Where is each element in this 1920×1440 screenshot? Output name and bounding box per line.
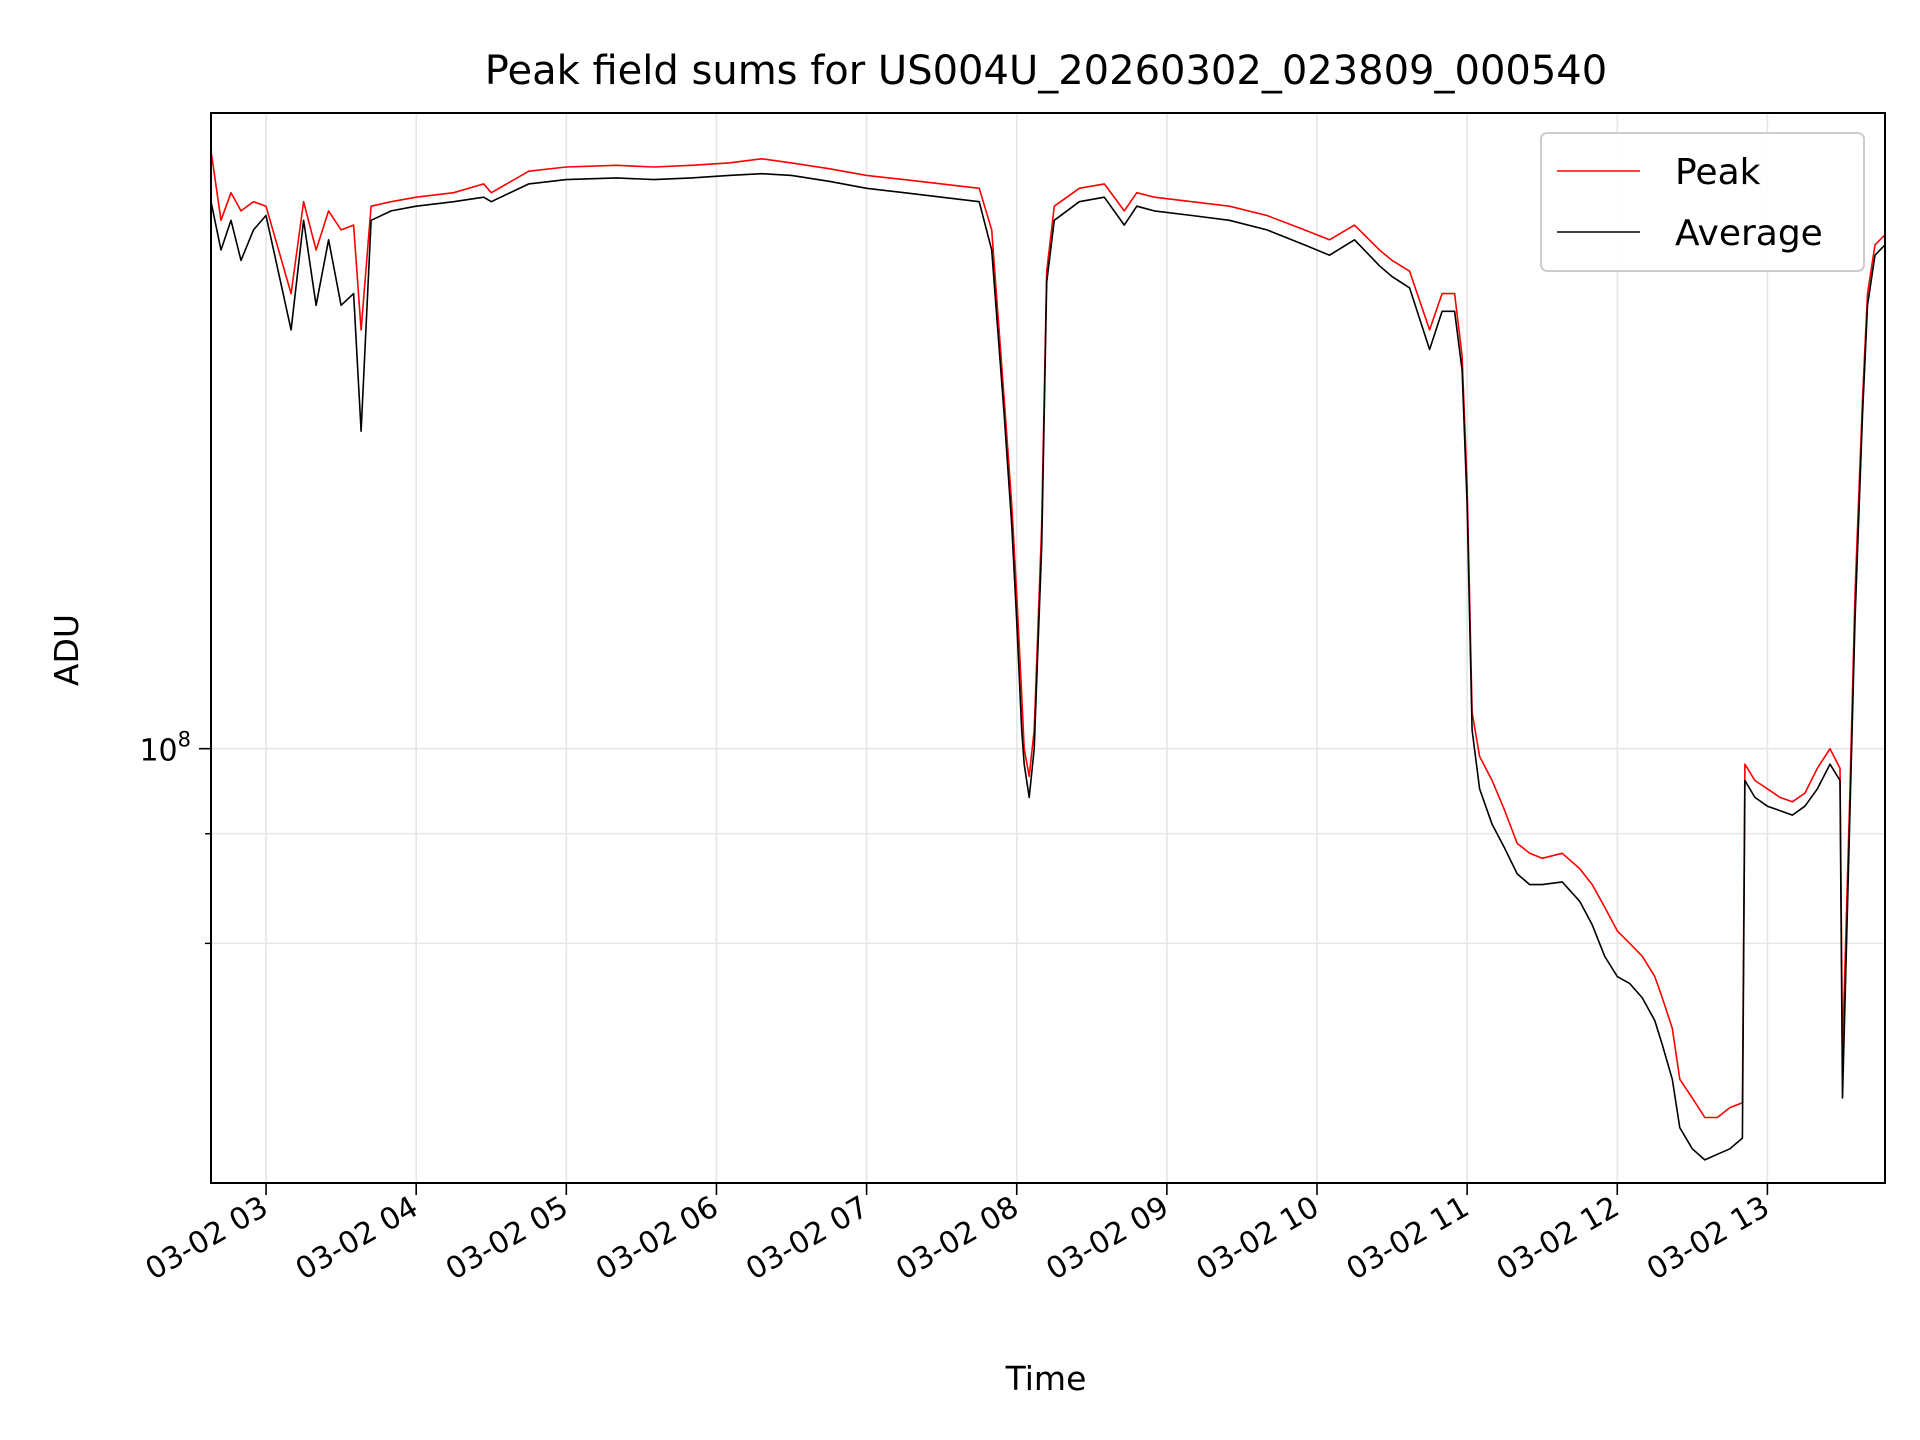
- y-axis-label: ADU: [47, 614, 86, 686]
- x-axis-label: Time: [1005, 1359, 1087, 1398]
- legend-box: [1540, 132, 1865, 272]
- y-tick-label: 108: [139, 728, 191, 769]
- legend: Peak Average: [1540, 132, 1865, 272]
- series-layer: [211, 150, 1885, 1161]
- series-line-average: [211, 172, 1885, 1161]
- y-axis-ticks: 108: [139, 728, 211, 945]
- legend-label-average: Average: [1675, 213, 1823, 254]
- grid-lines: [211, 113, 1885, 1183]
- legend-label-peak: Peak: [1675, 152, 1761, 193]
- chart-title: Peak field sums for US004U_20260302_0238…: [485, 48, 1607, 94]
- series-line-peak: [211, 150, 1885, 1119]
- plot-area-frame: [210, 112, 1886, 1184]
